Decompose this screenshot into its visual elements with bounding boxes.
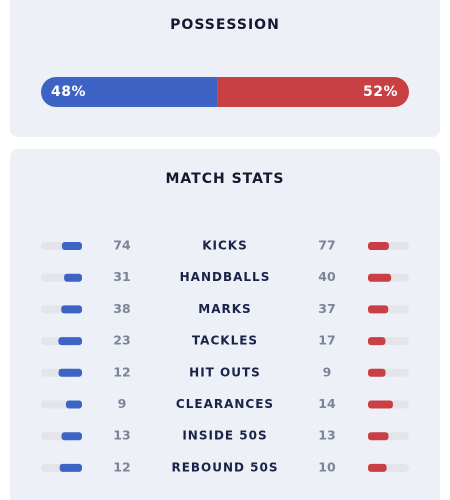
away-bar: [368, 305, 389, 314]
stat-label: HIT OUTS: [189, 365, 261, 379]
home-bar: [61, 242, 82, 250]
away-value: 13: [318, 428, 335, 443]
stats-card: [10, 149, 440, 500]
home-possession: 48%: [51, 84, 86, 100]
home-value: 13: [113, 428, 130, 443]
away-value: 77: [318, 238, 335, 253]
away-bar: [368, 463, 387, 472]
possession-title: POSSESSION: [170, 17, 280, 33]
stats-title: MATCH STATS: [165, 171, 284, 187]
away-value: 17: [318, 333, 335, 348]
home-bar: [65, 400, 82, 409]
possession-bar: [41, 77, 409, 107]
away-value: 9: [323, 364, 332, 379]
away-value: 10: [318, 459, 336, 474]
stat-label: TACKLES: [192, 334, 258, 348]
home-value: 12: [113, 459, 130, 474]
home-value: 12: [113, 364, 130, 379]
home-possession-bar: [41, 77, 218, 107]
stat-label: REBOUND 50S: [171, 460, 278, 474]
away-bar: [368, 400, 393, 409]
home-bar: [61, 305, 82, 314]
stat-label: KICKS: [202, 239, 248, 253]
home-bar: [58, 337, 82, 346]
away-bar: [368, 242, 389, 250]
home-value: 9: [118, 396, 127, 411]
stat-label: HANDBALLS: [180, 270, 271, 284]
home-bar: [58, 368, 82, 377]
away-bar: [368, 337, 386, 346]
away-bar: [368, 273, 392, 282]
home-value: 31: [113, 269, 130, 284]
home-value: 38: [113, 301, 130, 316]
away-possession-bar: [217, 77, 409, 107]
stat-label: MARKS: [198, 302, 251, 316]
home-value: 23: [113, 333, 130, 348]
away-value: 40: [318, 269, 336, 284]
away-possession: 52%: [363, 84, 398, 100]
away-bar: [368, 368, 386, 377]
away-bar: [368, 432, 389, 441]
stat-label: CLEARANCES: [176, 397, 274, 411]
home-bar: [64, 273, 82, 282]
home-value: 74: [113, 238, 131, 253]
away-value: 14: [318, 396, 336, 411]
stat-label: INSIDE 50S: [182, 429, 267, 443]
away-value: 37: [318, 301, 335, 316]
home-bar: [61, 432, 82, 441]
home-bar: [59, 463, 82, 472]
